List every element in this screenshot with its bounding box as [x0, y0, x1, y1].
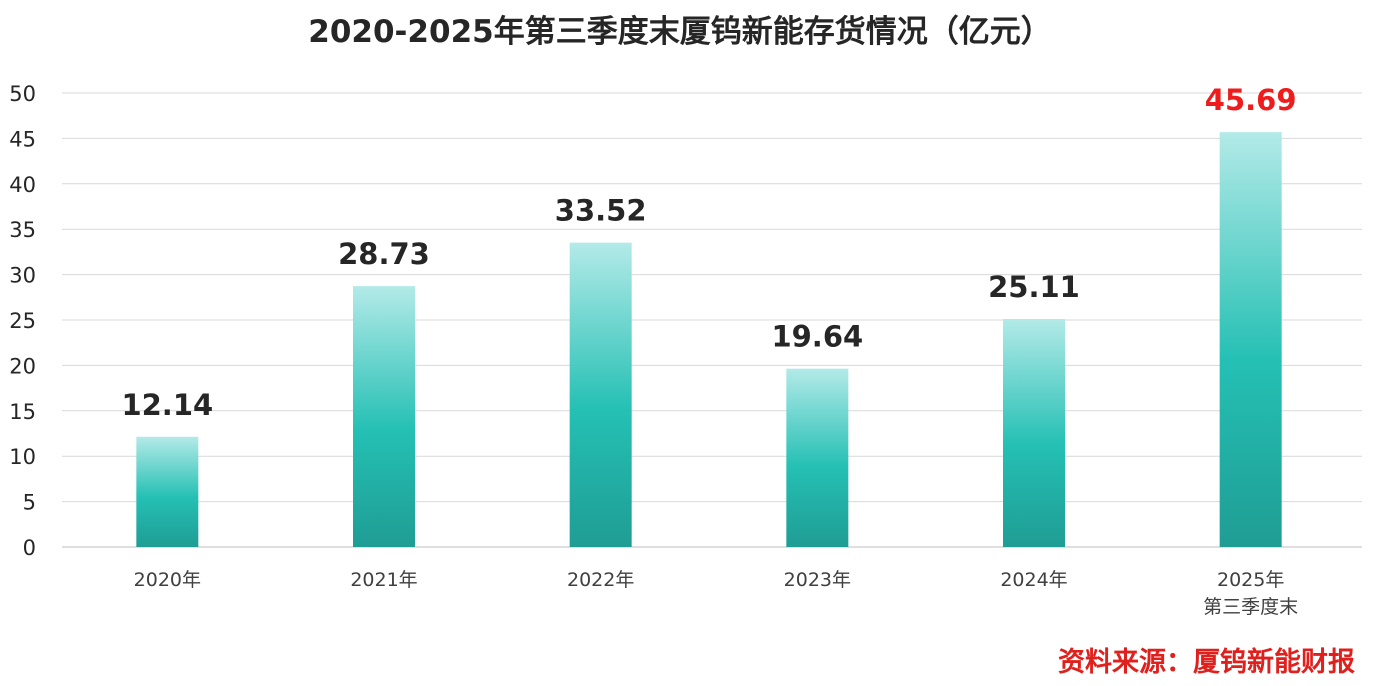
chart-title: 2020-2025年第三季度末厦钨新能存货情况（亿元） — [308, 14, 1051, 50]
data-label: 12.14 — [121, 388, 213, 422]
bar — [353, 286, 415, 547]
x-tick-label: 2020年 — [134, 569, 201, 591]
y-tick-label: 5 — [23, 491, 36, 515]
x-tick-label: 2025年 — [1217, 569, 1284, 591]
x-tick-label: 2021年 — [350, 569, 417, 591]
data-label: 19.64 — [771, 320, 863, 354]
bars — [136, 132, 1282, 547]
bar — [136, 436, 199, 547]
gridlines — [62, 92, 1362, 548]
y-tick-label: 15 — [9, 400, 36, 424]
y-tick-label: 25 — [9, 309, 36, 333]
y-tick-label: 30 — [9, 264, 36, 288]
y-axis-tick-labels: 0 5 10 15 20 25 30 35 40 45 50 — [9, 82, 36, 560]
data-label: 33.52 — [555, 194, 647, 228]
data-label: 25.11 — [988, 270, 1080, 304]
x-tick-label: 第三季度末 — [1203, 596, 1298, 618]
x-tick-label: 2023年 — [784, 569, 851, 591]
data-label: 45.69 — [1205, 83, 1297, 117]
y-tick-label: 45 — [9, 127, 36, 151]
data-labels: 12.14 28.73 33.52 19.64 25.11 45.69 — [121, 83, 1296, 422]
x-tick-label: 2022年 — [567, 569, 634, 591]
y-tick-label: 50 — [9, 82, 36, 106]
y-tick-label: 10 — [9, 445, 36, 469]
bar — [786, 368, 849, 547]
bar — [569, 242, 632, 547]
bar — [1003, 319, 1065, 547]
source-note: 资料来源：厦钨新能财报 — [1058, 646, 1355, 678]
y-tick-label: 40 — [9, 173, 36, 197]
y-tick-label: 35 — [9, 218, 36, 242]
data-label: 28.73 — [338, 237, 430, 271]
y-tick-label: 0 — [23, 536, 36, 560]
bar — [1219, 132, 1282, 547]
x-tick-label: 2024年 — [1000, 569, 1067, 591]
y-tick-label: 20 — [9, 354, 36, 378]
x-axis-tick-labels: 2020年 2021年 2022年 2023年 2024年 2025年第三季度末 — [134, 569, 1299, 618]
